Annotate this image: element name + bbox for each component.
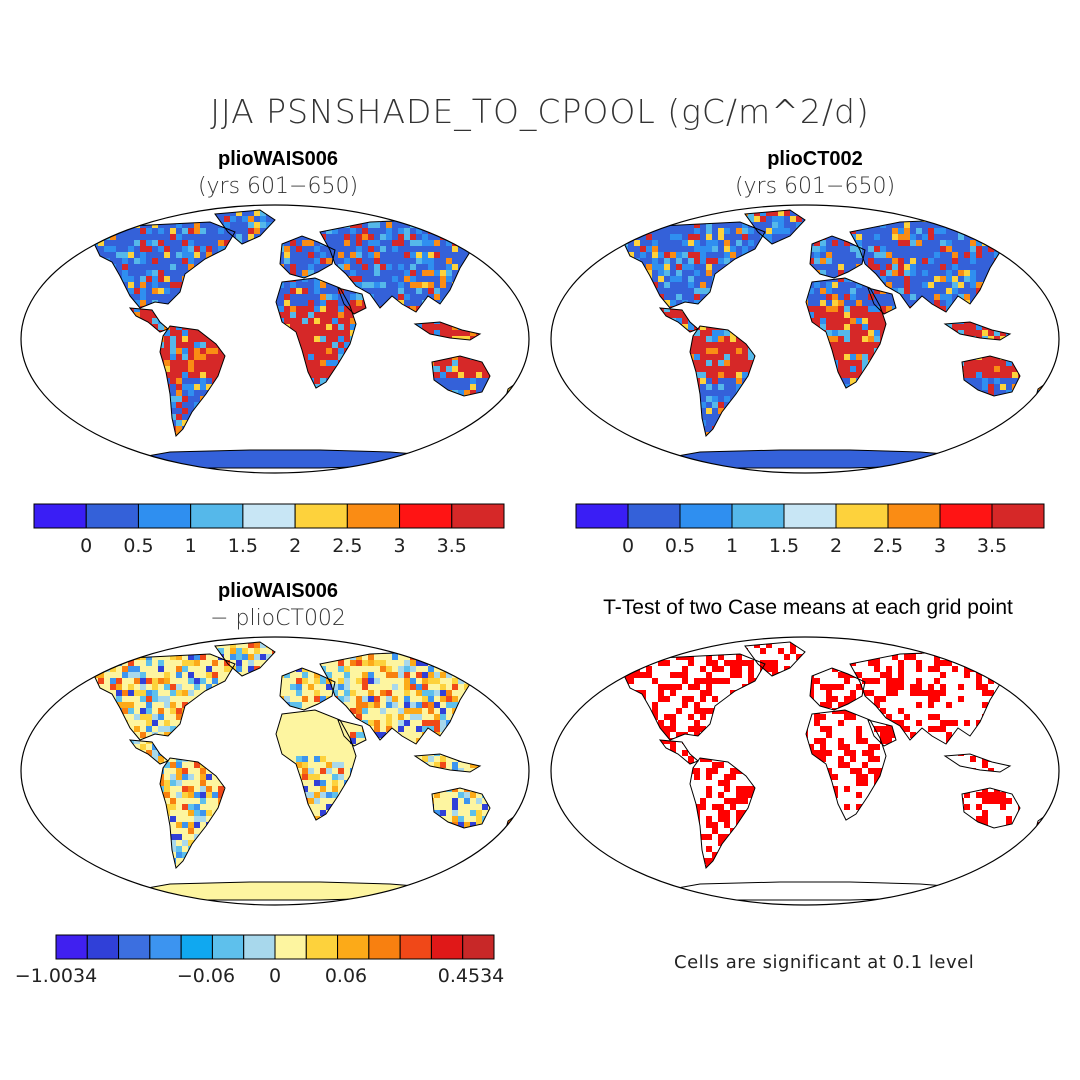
colorbar-panel-1-ticks: 0 0.5 1 1.5 2 2.5 3 3.5 — [34, 535, 506, 561]
colorbar-tick-label: 3 — [933, 535, 947, 557]
colorbar-swatch — [149, 934, 182, 960]
colorbar-tick-label: 3 — [393, 535, 406, 557]
colorbar-swatch — [190, 503, 244, 529]
colorbar-swatch — [430, 934, 464, 960]
colorbar-tick-label: 1.5 — [227, 535, 258, 557]
colorbar-panel-2-ticks: 0 0.5 1 1.5 2 2.5 3 3.5 — [576, 535, 1046, 561]
colorbar-swatch — [368, 934, 401, 960]
colorbar-panel-2 — [575, 503, 1045, 529]
colorbar-swatch — [33, 503, 87, 529]
colorbar-swatch — [86, 934, 120, 960]
colorbar-tick-label: −1.0034 — [14, 965, 98, 987]
map-panel-4 — [550, 636, 1060, 906]
colorbar-swatch — [118, 934, 151, 960]
colorbar-swatch — [939, 503, 993, 529]
panel-2-title: plioCT002 — [767, 148, 863, 170]
colorbar-tick-label: −0.06 — [176, 965, 236, 987]
panel-1-title: plioWAIS006 — [217, 148, 339, 170]
colorbar-tick-label: 2.5 — [332, 535, 363, 557]
colorbar-swatch — [211, 934, 245, 960]
colorbar-tick-label: 0.5 — [664, 535, 696, 557]
colorbar-tick-label: 2 — [289, 535, 302, 557]
colorbar-tick-label: 0 — [268, 965, 282, 987]
colorbar-tick-label: 0 — [621, 535, 635, 557]
colorbar-tick-label: 2 — [829, 535, 843, 557]
colorbar-swatch — [399, 934, 432, 960]
panel-1-subtitle: (yrs 601−650) — [197, 174, 359, 199]
colorbar-tick-label: 1 — [725, 535, 739, 557]
colorbar-tick-label: 0.5 — [123, 535, 154, 557]
colorbar-tick-label: 1 — [184, 535, 197, 557]
colorbar-swatch — [55, 934, 88, 960]
map-panel-2 — [550, 204, 1060, 474]
colorbar-swatch — [731, 503, 785, 529]
colorbar-swatch — [835, 503, 889, 529]
colorbar-swatch — [399, 503, 453, 529]
panel-4-title: T-Test of two Case means at each grid po… — [603, 596, 1013, 619]
colorbar-swatch — [305, 934, 339, 960]
colorbar-tick-label: 2.5 — [872, 535, 904, 557]
colorbar-swatch — [575, 503, 629, 529]
colorbar-tick-label: 0.4534 — [437, 965, 505, 987]
panel-3-subtitle: − plioCT002 — [210, 606, 346, 631]
colorbar-swatch — [451, 503, 505, 529]
map-panel-1 — [20, 204, 530, 474]
colorbar-swatch — [337, 934, 370, 960]
colorbar-swatch — [346, 503, 401, 529]
colorbar-panel-3 — [55, 934, 495, 960]
colorbar-panel-1 — [33, 503, 505, 529]
significance-note: Cells are significant at 0.1 level — [674, 952, 975, 973]
colorbar-swatch — [137, 503, 192, 529]
colorbar-swatch — [627, 503, 681, 529]
colorbar-panel-3-ticks: −1.0034 −0.06 0 0.06 0.4534 — [15, 965, 504, 991]
panel-2-subtitle: (yrs 601−650) — [734, 174, 896, 199]
colorbar-tick-label: 0.06 — [324, 965, 368, 987]
colorbar-tick-label: 3.5 — [436, 535, 467, 557]
colorbar-tick-label: 0 — [80, 535, 93, 557]
colorbar-tick-label: 3.5 — [976, 535, 1008, 557]
colorbar-tick-label: 1.5 — [768, 535, 800, 557]
main-title: JJA PSNSHADE_TO_CPOOL (gC/m^2/d) — [210, 92, 870, 131]
colorbar-swatch — [274, 934, 307, 960]
colorbar-swatch — [887, 503, 941, 529]
colorbar-swatch — [462, 934, 495, 960]
colorbar-swatch — [85, 503, 139, 529]
colorbar-swatch — [243, 934, 276, 960]
colorbar-swatch — [242, 503, 296, 529]
panel-3-title: plioWAIS006 — [217, 580, 339, 602]
colorbar-swatch — [294, 503, 348, 529]
colorbar-swatch — [991, 503, 1045, 529]
map-panel-3 — [20, 636, 530, 906]
colorbar-swatch — [180, 934, 213, 960]
colorbar-swatch — [679, 503, 733, 529]
colorbar-swatch — [783, 503, 837, 529]
